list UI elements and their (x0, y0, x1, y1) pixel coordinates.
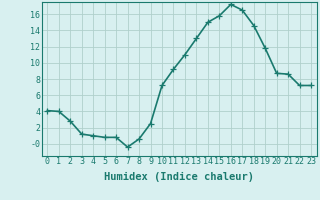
X-axis label: Humidex (Indice chaleur): Humidex (Indice chaleur) (104, 172, 254, 182)
